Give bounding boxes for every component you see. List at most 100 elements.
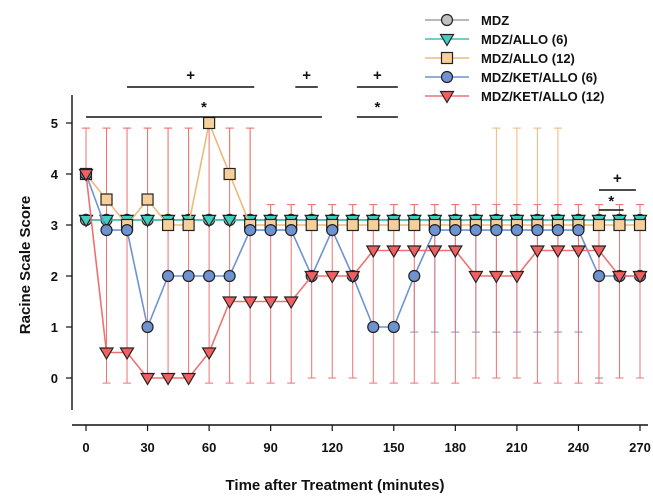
data-point (613, 218, 626, 232)
series-errorbars (82, 127, 644, 384)
y-tick-label: 5 (51, 116, 58, 131)
y-tick-label: 3 (51, 218, 58, 233)
data-point (387, 218, 400, 232)
data-point (386, 245, 402, 259)
x-axis-title: Time after Treatment (minutes) (226, 477, 445, 494)
data-point (447, 245, 463, 259)
data-point (304, 270, 320, 284)
series-errorbars (82, 127, 644, 225)
legend-swatch-marker (440, 70, 454, 84)
data-point (592, 269, 606, 283)
data-point (346, 218, 359, 232)
data-point (119, 347, 135, 361)
data-point (203, 116, 216, 130)
y-tick-label: 0 (51, 371, 58, 386)
y-tick-label: 4 (51, 167, 59, 182)
data-point (550, 245, 566, 259)
data-point (78, 214, 94, 228)
legend: MDZ MDZ/ALLO (6) MDZ/ALLO (12) MDZ/KET/ALLO… (425, 13, 605, 104)
data-point (406, 245, 422, 259)
y-tick-label: 1 (51, 320, 58, 335)
data-point (283, 296, 299, 310)
data-point (468, 270, 484, 284)
data-point (488, 270, 504, 284)
legend-label: MDZ (481, 13, 509, 28)
significance-annotations: + + + * * + * (86, 67, 636, 211)
x-tick-label: 90 (263, 440, 277, 455)
data-point (100, 224, 113, 237)
significance-symbol: + (373, 67, 382, 84)
data-point (182, 269, 195, 283)
data-point (161, 269, 175, 283)
series-line (85, 173, 640, 379)
data-point (633, 218, 647, 232)
data-point (305, 218, 318, 232)
data-point (222, 296, 238, 310)
series-errorbars (410, 230, 644, 379)
data-point (181, 372, 197, 386)
x-tick-label: 180 (444, 440, 466, 455)
data-point (244, 224, 257, 237)
data-point (428, 224, 441, 237)
x-tick-label: 30 (140, 440, 154, 455)
y-tick-label: 2 (51, 269, 58, 284)
data-point (201, 214, 217, 228)
data-point (78, 168, 94, 182)
data-point (242, 296, 258, 310)
significance-symbol: * (608, 193, 614, 210)
legend-swatch-marker (439, 90, 455, 104)
data-point (469, 224, 482, 237)
data-point (529, 245, 545, 259)
data-point (367, 218, 380, 232)
x-tick-label: 270 (629, 440, 651, 455)
data-point (100, 193, 113, 206)
x-tick-label: 210 (506, 440, 528, 455)
data-point (551, 224, 565, 237)
data-point (449, 224, 462, 237)
data-point (570, 245, 586, 259)
data-point (140, 214, 156, 228)
legend-swatch-marker (440, 13, 454, 27)
data-point (161, 218, 175, 232)
series-3 (79, 116, 647, 232)
legend-label: MDZ/KET/ALLO (6) (481, 70, 597, 85)
legend-swatch-marker (440, 51, 454, 65)
legend-swatch-marker (439, 33, 455, 47)
legend-label: MDZ/ALLO (6) (481, 32, 568, 47)
data-point (285, 224, 298, 237)
series-5 (78, 168, 648, 386)
data-point (201, 347, 217, 361)
legend-item: MDZ/KET/ALLO (12) (425, 89, 605, 104)
legend-item: MDZ/KET/ALLO (6) (425, 70, 597, 85)
x-tick-label: 120 (321, 440, 343, 455)
x-tick-label: 150 (383, 440, 405, 455)
data-point (98, 347, 115, 361)
data-point (324, 270, 340, 284)
significance-symbol: + (302, 67, 311, 84)
legend-item: MDZ/ALLO (6) (425, 32, 568, 47)
data-point (611, 270, 628, 284)
data-point (365, 245, 381, 259)
legend-label: MDZ/KET/ALLO (12) (481, 89, 605, 104)
data-point (345, 270, 361, 284)
data-point (427, 245, 443, 259)
data-point (263, 296, 279, 310)
data-point (223, 269, 236, 283)
significance-symbol: + (613, 170, 622, 187)
data-point (203, 269, 216, 283)
legend-label: MDZ/ALLO (12) (481, 51, 575, 66)
x-tick-label: 60 (202, 440, 216, 455)
data-point (408, 218, 421, 232)
data-point (591, 245, 607, 259)
legend-item: MDZ/ALLO (12) (425, 51, 575, 66)
data-point (120, 224, 134, 237)
x-tick-label: 240 (568, 440, 590, 455)
series-line (85, 173, 640, 330)
data-point (592, 218, 606, 232)
data-point (264, 224, 277, 237)
data-point (140, 372, 156, 386)
significance-symbol: * (374, 99, 380, 116)
data-point (531, 224, 544, 237)
y-axis-title: Racine Scale Score (17, 196, 34, 334)
